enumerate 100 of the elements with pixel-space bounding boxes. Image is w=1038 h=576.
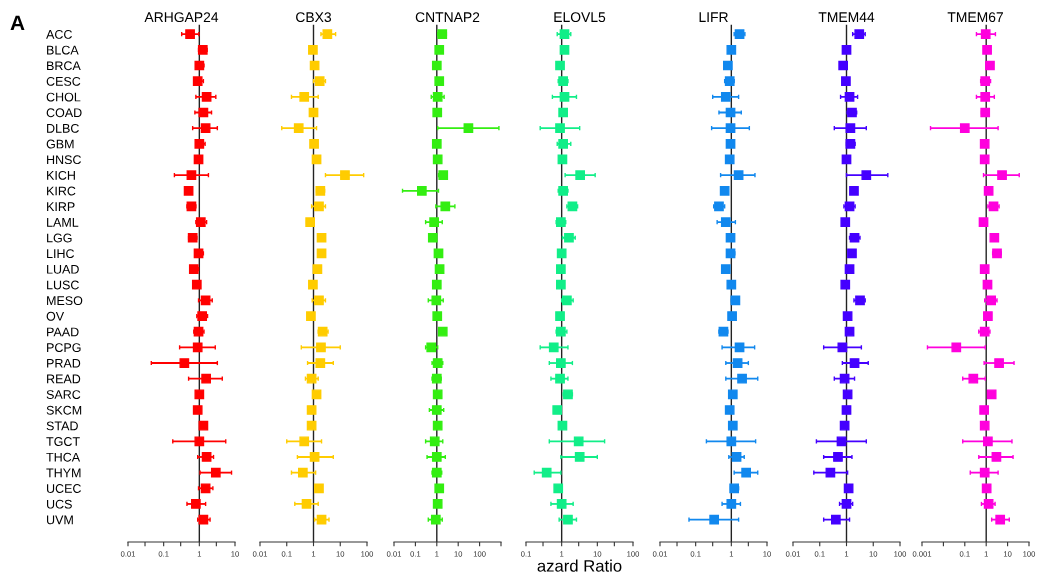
point — [845, 123, 856, 134]
y-tick-label: KIRP — [47, 202, 75, 211]
point — [431, 138, 442, 149]
point — [432, 311, 443, 321]
point — [556, 264, 566, 274]
point — [979, 420, 990, 431]
point — [192, 405, 203, 415]
point — [979, 405, 989, 415]
point — [431, 279, 442, 290]
y-tick-label: LUSC — [47, 280, 79, 290]
point — [982, 279, 993, 290]
point — [315, 358, 326, 368]
point — [838, 60, 849, 71]
y-tick-label: CESC — [46, 76, 81, 86]
point — [836, 436, 847, 447]
point — [309, 452, 320, 462]
point — [559, 44, 570, 55]
point — [720, 91, 731, 102]
point — [557, 420, 568, 431]
point — [194, 389, 205, 400]
point — [463, 123, 474, 134]
point — [983, 311, 993, 321]
point — [849, 358, 860, 368]
point — [726, 44, 737, 55]
y-tick-label: HNSC — [47, 155, 81, 165]
chart-title: ELOVL5 — [554, 12, 606, 23]
y-tick-label: BLCA — [47, 45, 79, 55]
point — [308, 107, 319, 118]
point — [433, 248, 444, 259]
y-tick-label: GBM — [46, 139, 74, 149]
point — [986, 295, 996, 306]
point — [432, 107, 443, 118]
point — [575, 170, 586, 180]
point — [556, 279, 566, 290]
point — [980, 76, 991, 87]
point — [839, 373, 850, 384]
point — [725, 123, 736, 134]
point — [724, 405, 735, 415]
point — [979, 154, 990, 165]
chart-title: ARHGAP24 — [144, 12, 219, 23]
point — [558, 76, 569, 87]
y-tick-label: STAD — [46, 421, 78, 431]
point — [732, 358, 743, 368]
point — [982, 44, 992, 55]
point — [720, 264, 731, 274]
y-tick-label: READ — [47, 374, 81, 384]
point — [556, 499, 567, 509]
y-tick-label: COAD — [46, 108, 82, 118]
point — [734, 29, 745, 40]
chart-title: CBX3 — [296, 12, 332, 23]
point — [201, 373, 211, 384]
point — [724, 76, 735, 87]
y-tick-label: UVM — [47, 515, 73, 525]
point — [434, 44, 445, 55]
point — [188, 264, 199, 274]
point — [314, 295, 324, 306]
chart-title: LIFR — [699, 12, 728, 22]
y-tick-label: TGCT — [46, 437, 80, 446]
y-tick-label: OV — [46, 311, 65, 321]
point — [558, 107, 569, 118]
point — [430, 514, 441, 525]
point — [309, 60, 320, 71]
point — [431, 405, 442, 415]
point — [983, 436, 993, 447]
point — [305, 217, 316, 227]
point — [191, 499, 201, 509]
point — [194, 60, 205, 71]
point — [306, 311, 316, 321]
point — [730, 295, 741, 306]
point — [434, 76, 445, 87]
point — [306, 405, 317, 415]
point — [559, 91, 570, 102]
point — [726, 436, 737, 447]
point — [978, 217, 989, 227]
point — [989, 232, 1000, 243]
chart-title: CNTNAP2 — [415, 12, 480, 23]
point — [198, 420, 209, 431]
point — [573, 436, 584, 447]
point — [841, 76, 851, 87]
point — [201, 91, 212, 102]
y-tick-label: LAML — [47, 218, 79, 227]
point — [432, 499, 443, 509]
point — [556, 248, 567, 259]
point — [986, 389, 997, 400]
point — [983, 185, 994, 196]
point — [841, 405, 852, 415]
point — [432, 389, 443, 400]
point — [306, 373, 317, 384]
point — [311, 389, 322, 400]
point — [432, 420, 443, 431]
point — [555, 373, 565, 384]
point — [311, 154, 322, 165]
point — [312, 264, 323, 274]
point — [201, 452, 212, 462]
point — [314, 76, 325, 87]
point — [308, 279, 318, 290]
point — [309, 138, 319, 149]
point — [316, 248, 327, 259]
point — [316, 342, 326, 353]
x-axis-title: azard Ratio — [537, 559, 622, 572]
